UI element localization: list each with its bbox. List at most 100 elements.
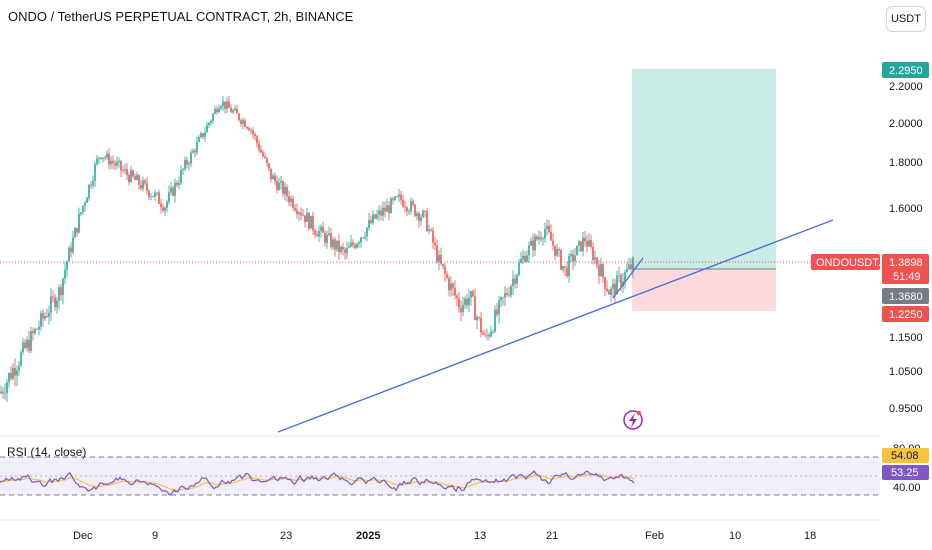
candle-body: [96, 158, 98, 165]
candle-body: [34, 328, 36, 334]
trendline-main[interactable]: [277, 219, 834, 433]
candle-body: [376, 214, 378, 219]
candle-body: [472, 291, 474, 297]
candle-body: [122, 170, 124, 172]
symbol-tag[interactable]: ONDOUSDT.P: [811, 254, 888, 270]
candle-body: [28, 339, 30, 351]
candle-body: [72, 237, 74, 253]
candle-body: [20, 352, 22, 366]
candle-body: [8, 373, 10, 383]
candle-body: [384, 207, 386, 212]
candle-body: [580, 241, 582, 252]
candle-body: [382, 207, 384, 216]
candle-body: [320, 226, 322, 231]
candle-body: [570, 254, 572, 257]
candle-body: [334, 239, 336, 250]
candle-body: [244, 120, 246, 128]
candle-body: [592, 246, 594, 260]
time-tick: 10: [729, 530, 741, 542]
candle-body: [264, 156, 266, 158]
candle-body: [522, 255, 524, 260]
price-tag-take-profit: 2.2950: [882, 62, 929, 78]
candle-body: [438, 254, 440, 262]
candle-body: [224, 101, 226, 109]
candle-body: [32, 331, 34, 334]
candle-body: [474, 296, 476, 321]
candle-body: [292, 198, 294, 208]
candle-body: [578, 241, 580, 246]
candle-body: [194, 150, 196, 153]
candle-body: [430, 229, 432, 231]
candle-body: [202, 133, 204, 138]
candle-body: [598, 264, 600, 277]
candle-body: [590, 240, 592, 247]
candle-body: [160, 203, 162, 208]
currency-button[interactable]: USDT: [886, 6, 926, 32]
svg-text:ONDOUSDT.P: ONDOUSDT.P: [816, 257, 888, 269]
trendline-short[interactable]: [612, 257, 644, 299]
candle-body: [262, 152, 264, 157]
candle-body: [406, 207, 408, 212]
candle-body: [564, 266, 566, 268]
candle-body: [440, 254, 442, 264]
candle-body: [446, 273, 448, 278]
candle-body: [40, 313, 42, 327]
candle-body: [158, 192, 160, 204]
candle-body: [176, 182, 178, 186]
candle-body: [310, 215, 312, 229]
time-tick: Feb: [645, 530, 664, 542]
candle-body: [266, 157, 268, 164]
time-tick: 2025: [356, 530, 380, 542]
candle-body: [130, 170, 132, 183]
candle-body: [494, 309, 496, 332]
price-tag-entry: 1.3680: [882, 288, 929, 304]
time-tick: 21: [546, 530, 558, 542]
candle-body: [190, 152, 192, 164]
candle-body: [108, 153, 110, 165]
candle-body: [26, 339, 28, 348]
candle-body: [66, 261, 68, 270]
candle-body: [352, 242, 354, 246]
candle-body: [628, 264, 630, 269]
candle-body: [84, 202, 86, 206]
loss-zone[interactable]: [632, 269, 776, 311]
candle-body: [402, 199, 404, 207]
candle-body: [58, 287, 60, 301]
candle-body: [324, 232, 326, 243]
candle-body: [486, 334, 488, 336]
candle-body: [338, 240, 340, 252]
candle-body: [46, 316, 48, 317]
candle-body: [300, 212, 302, 216]
candle-body: [4, 393, 6, 395]
alert-lightning-icon[interactable]: [623, 410, 643, 430]
chart-title: ONDO / TetherUS PERPETUAL CONTRACT, 2h, …: [8, 9, 354, 24]
candle-body: [0, 391, 2, 394]
candle-body: [216, 108, 218, 113]
time-axis[interactable]: Dec 9 23 2025 13 21 Feb 10 18: [73, 530, 816, 542]
candle-body: [42, 313, 44, 319]
candle-body: [276, 181, 278, 191]
profit-zone[interactable]: [632, 69, 776, 269]
candle-body: [434, 242, 436, 246]
candle-body: [582, 237, 584, 252]
svg-text:54.08: 54.08: [891, 450, 919, 462]
candle-body: [542, 238, 544, 240]
candle-body: [306, 213, 308, 222]
candle-body: [604, 277, 606, 289]
candle-body: [154, 192, 156, 197]
price-axis[interactable]: 2.2000 2.0000 1.8000 1.6000 1.1500 1.050…: [889, 81, 923, 415]
candle-body: [388, 205, 390, 213]
price-tag-current: 1.3898 51:49: [882, 254, 929, 284]
candle-body: [172, 187, 174, 196]
candle-body: [210, 120, 212, 123]
candle-body: [368, 220, 370, 228]
candle-body: [296, 210, 298, 215]
svg-text:1.3680: 1.3680: [889, 291, 923, 303]
price-tick: 1.1500: [889, 332, 923, 344]
candle-body: [250, 130, 252, 131]
candle-body: [76, 227, 78, 233]
candle-body: [460, 307, 462, 313]
candle-body: [128, 175, 130, 183]
price-tick: 0.9500: [889, 403, 923, 415]
